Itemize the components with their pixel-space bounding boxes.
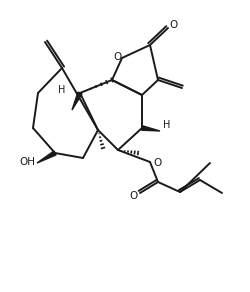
Polygon shape <box>142 126 160 131</box>
Text: H: H <box>58 85 66 95</box>
Polygon shape <box>37 151 56 163</box>
Text: O: O <box>153 158 161 168</box>
Text: H: H <box>163 120 171 130</box>
Polygon shape <box>72 92 82 110</box>
Text: O: O <box>113 52 121 62</box>
Text: OH: OH <box>19 157 35 167</box>
Text: O: O <box>129 191 137 201</box>
Text: O: O <box>170 20 178 30</box>
